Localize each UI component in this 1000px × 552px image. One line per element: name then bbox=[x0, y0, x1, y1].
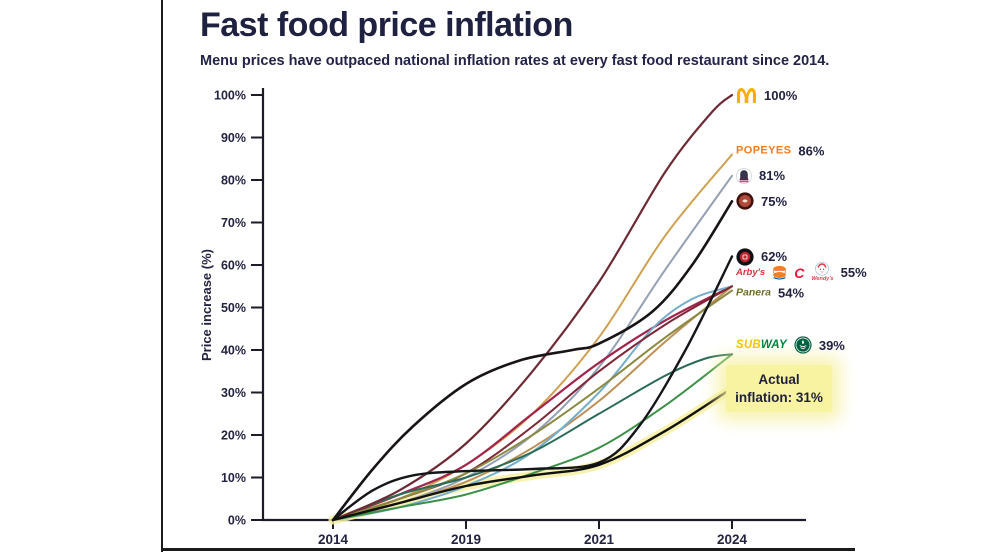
actual-inflation-callout: Actual inflation: 31% bbox=[726, 365, 832, 413]
legend-row-jimmyjohns: 62% bbox=[736, 247, 788, 266]
x-tick-label: 2019 bbox=[451, 532, 481, 547]
legend-row-subway-starbucks: SUBWAY 39% bbox=[736, 336, 845, 354]
series-line-panera bbox=[332, 289, 733, 521]
y-tick-label: 40% bbox=[221, 344, 246, 358]
pct-label-panera: 54% bbox=[778, 285, 805, 300]
taco-bell-logo bbox=[736, 167, 752, 184]
pct-label-popeyes: 86% bbox=[798, 143, 825, 158]
x-tick-label: 2014 bbox=[318, 532, 349, 547]
pct-label-mcdonalds: 100% bbox=[764, 87, 798, 103]
popeyes-logo: POPEYES bbox=[736, 144, 792, 157]
subway-logo: SUBWAY bbox=[736, 339, 787, 352]
legend-row-popeyes: POPEYES 86% bbox=[736, 143, 824, 158]
jimmy-johns-logo bbox=[736, 247, 754, 266]
x-tick-label: 2024 bbox=[717, 532, 748, 547]
page-subtitle: Menu prices have outpaced national infla… bbox=[200, 53, 830, 69]
frame-border-bottom bbox=[161, 548, 855, 551]
y-tick-label: 0% bbox=[228, 514, 246, 528]
y-tick-label: 60% bbox=[221, 259, 246, 273]
page-title: Fast food price inflation bbox=[200, 6, 573, 44]
y-tick-label: 50% bbox=[221, 301, 246, 315]
actual-inflation-line2: inflation: 31% bbox=[735, 389, 823, 405]
y-tick-label: 90% bbox=[221, 131, 246, 145]
legend-row-chipotle: 75% bbox=[736, 192, 787, 210]
legend-row-tacobell: 81% bbox=[736, 167, 786, 184]
legend-row-mcdonalds: 100% bbox=[736, 87, 797, 103]
y-tick-label: 80% bbox=[221, 174, 246, 188]
frame-border-left bbox=[161, 0, 163, 552]
pct-label-chipotle: 75% bbox=[761, 193, 788, 209]
wendys-logo: Wendy's bbox=[811, 262, 834, 283]
chart-header: Fast food price inflation Menu prices ha… bbox=[200, 6, 840, 69]
y-tick-label: 10% bbox=[221, 471, 246, 485]
x-tick-label: 2021 bbox=[584, 532, 615, 547]
y-tick-label: 30% bbox=[221, 386, 246, 400]
series-line-mcdonald-s bbox=[331, 93, 734, 522]
pct-label-tacobell: 81% bbox=[759, 168, 786, 184]
legend-row-panera: Panera 54% bbox=[736, 285, 804, 300]
series-line-jimmy-john-s bbox=[331, 255, 734, 522]
y-tick-label: 20% bbox=[221, 429, 246, 443]
pct-label-subway-starbucks: 39% bbox=[818, 337, 845, 353]
series-line-starbucks bbox=[332, 353, 733, 521]
pct-label-jimmyjohns: 62% bbox=[761, 249, 788, 264]
pct-label-55-group: 55% bbox=[840, 264, 867, 280]
starbucks-logo bbox=[794, 336, 812, 354]
mcdonalds-logo bbox=[737, 88, 756, 103]
series-line-chipotle bbox=[331, 200, 734, 522]
y-tick-label: 70% bbox=[221, 216, 246, 230]
series-line-subway bbox=[332, 353, 733, 521]
chipotle-logo bbox=[736, 192, 754, 210]
burger-king-logo bbox=[773, 265, 787, 280]
series-line-actual-inflation bbox=[331, 387, 734, 522]
actual-inflation-line1: Actual bbox=[758, 372, 800, 387]
panera-logo: Panera bbox=[736, 286, 772, 299]
chick-fil-a-logo: C bbox=[794, 264, 805, 281]
legend-row-55-group: Arby's C Wendy's 55% bbox=[736, 262, 867, 283]
y-tick-label: 100% bbox=[214, 89, 246, 103]
arbys-logo: Arby's bbox=[736, 266, 766, 278]
